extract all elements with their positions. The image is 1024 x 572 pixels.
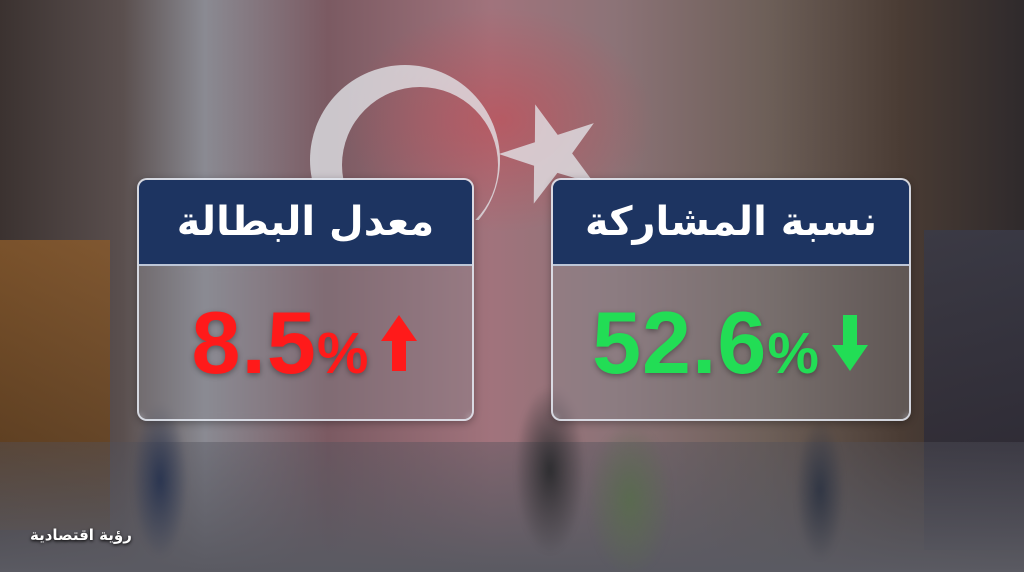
unemployment-rate-card: معدل البطالة 8.5%	[137, 178, 474, 421]
value-unit: %	[316, 320, 370, 386]
arrow-up-icon	[381, 314, 418, 371]
value-number: 52.6	[592, 292, 768, 392]
card-value: 8.5%	[192, 292, 370, 394]
card-value: 52.6%	[592, 292, 820, 394]
value-unit: %	[767, 320, 820, 386]
value-number: 8.5	[191, 292, 317, 392]
channel-logo: رؤية اقتصادية	[30, 526, 132, 544]
card-body: 8.5%	[139, 266, 472, 419]
card-title: معدل البطالة	[176, 199, 435, 245]
arrow-down-icon	[831, 314, 868, 371]
participation-rate-card: نسبة المشاركة 52.6%	[551, 178, 911, 421]
card-header: معدل البطالة	[139, 180, 472, 266]
card-header: نسبة المشاركة	[553, 180, 909, 266]
card-title: نسبة المشاركة	[584, 199, 878, 245]
card-body: 52.6%	[553, 266, 909, 419]
